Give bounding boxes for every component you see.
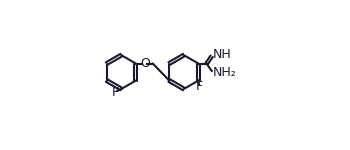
Text: NH: NH	[213, 48, 232, 61]
Text: F: F	[112, 86, 119, 99]
Text: F: F	[196, 80, 203, 93]
Text: NH₂: NH₂	[213, 66, 237, 79]
Text: O: O	[140, 57, 150, 70]
